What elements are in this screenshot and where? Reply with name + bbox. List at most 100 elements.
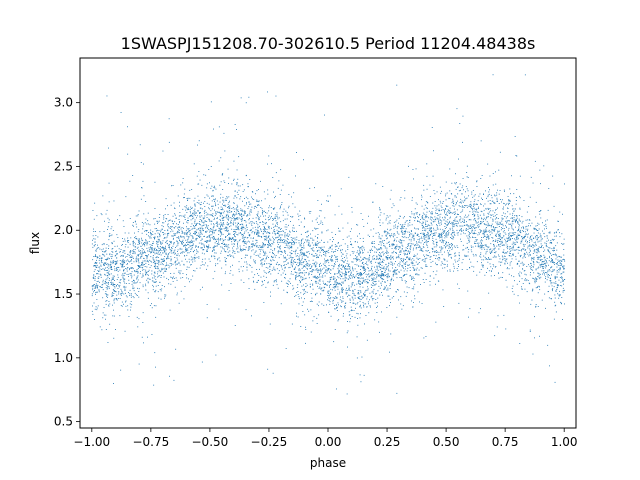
data-point	[272, 256, 274, 258]
data-point	[560, 268, 561, 270]
data-point	[507, 241, 508, 242]
data-point	[512, 235, 513, 236]
data-point	[441, 236, 443, 238]
data-point	[469, 211, 471, 213]
data-point	[229, 200, 230, 202]
data-point	[248, 249, 250, 251]
data-point	[211, 230, 213, 232]
data-point	[555, 258, 557, 260]
data-point	[529, 248, 531, 250]
data-point	[322, 263, 324, 265]
data-point	[529, 331, 531, 332]
data-point	[505, 204, 506, 206]
data-point	[298, 260, 300, 262]
data-point	[275, 233, 277, 235]
data-point	[105, 264, 107, 265]
data-point	[270, 244, 271, 245]
data-point	[214, 242, 216, 244]
data-point	[286, 291, 288, 293]
data-point	[397, 226, 399, 228]
data-point	[275, 281, 277, 283]
data-point	[183, 197, 184, 199]
data-point	[396, 269, 398, 271]
data-point	[436, 218, 438, 220]
data-point	[391, 245, 393, 247]
data-point	[279, 208, 281, 210]
data-point	[248, 186, 249, 188]
data-point	[198, 223, 200, 224]
data-point	[264, 244, 266, 246]
data-point	[350, 310, 352, 312]
data-point	[230, 225, 232, 227]
data-point	[312, 270, 313, 272]
data-point	[209, 247, 211, 249]
data-point	[331, 265, 333, 266]
data-point	[152, 243, 154, 244]
data-point	[551, 238, 553, 240]
data-point	[184, 214, 186, 216]
data-point	[250, 203, 252, 205]
data-point	[116, 245, 118, 247]
data-point	[536, 248, 538, 250]
data-point	[227, 246, 229, 248]
data-point	[194, 215, 196, 216]
data-point	[335, 280, 337, 282]
data-point	[463, 200, 465, 202]
data-point	[406, 220, 408, 222]
data-point	[411, 213, 413, 215]
data-point	[243, 236, 245, 238]
data-point	[160, 270, 162, 272]
data-point	[402, 224, 404, 226]
data-point	[330, 258, 332, 260]
data-point	[396, 231, 398, 233]
data-point	[186, 205, 188, 207]
data-point	[563, 267, 565, 269]
data-point	[426, 188, 428, 190]
data-point	[161, 225, 163, 227]
data-point	[279, 264, 281, 265]
data-point	[519, 208, 521, 210]
data-point	[152, 255, 154, 256]
data-point	[95, 231, 96, 232]
data-point	[173, 272, 175, 274]
data-point	[293, 250, 295, 252]
data-point	[317, 237, 319, 239]
data-point	[520, 256, 521, 258]
data-point	[142, 312, 144, 314]
data-point	[295, 175, 296, 177]
data-point	[235, 212, 237, 214]
data-point	[284, 235, 286, 237]
data-point	[168, 227, 170, 229]
data-point	[114, 260, 116, 262]
data-point	[258, 189, 259, 190]
data-point	[223, 244, 225, 245]
data-point	[393, 240, 395, 242]
data-point	[329, 301, 331, 303]
data-point	[444, 237, 446, 239]
data-point	[248, 219, 250, 221]
data-point	[532, 247, 534, 249]
data-point	[208, 218, 210, 220]
data-point	[349, 277, 351, 279]
data-point	[459, 229, 461, 231]
data-point	[507, 267, 508, 269]
data-point	[168, 232, 170, 234]
data-point	[276, 284, 278, 286]
data-point	[423, 238, 425, 240]
data-point	[497, 218, 499, 219]
data-point	[199, 204, 201, 206]
data-point	[516, 237, 518, 239]
data-point	[163, 215, 165, 217]
data-point	[264, 229, 265, 231]
data-point	[518, 274, 520, 276]
data-point	[445, 233, 447, 235]
data-point	[191, 242, 192, 243]
data-point	[238, 240, 240, 242]
data-point	[156, 256, 158, 258]
data-point	[314, 275, 316, 277]
data-point	[332, 237, 334, 238]
data-point	[170, 276, 172, 278]
data-point	[449, 223, 451, 224]
data-point	[220, 209, 222, 210]
data-point	[241, 213, 242, 215]
